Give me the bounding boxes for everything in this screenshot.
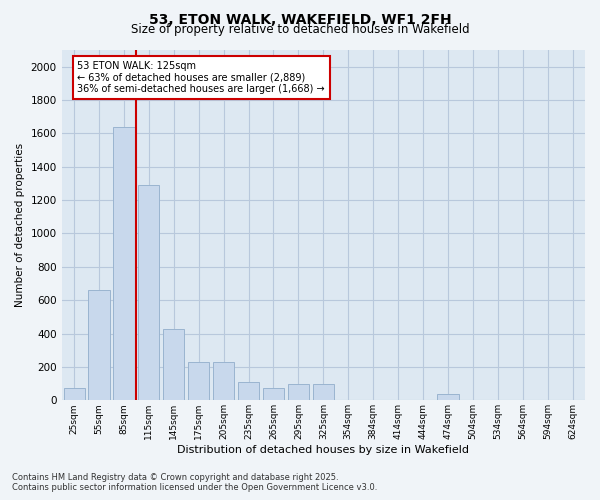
- Bar: [113, 126, 134, 400]
- Y-axis label: Number of detached properties: Number of detached properties: [15, 143, 25, 307]
- Bar: [288, 384, 309, 400]
- Bar: [188, 362, 209, 401]
- Bar: [313, 384, 334, 400]
- Bar: [138, 185, 160, 400]
- Bar: [213, 362, 234, 401]
- Bar: [263, 388, 284, 400]
- Text: Size of property relative to detached houses in Wakefield: Size of property relative to detached ho…: [131, 22, 469, 36]
- X-axis label: Distribution of detached houses by size in Wakefield: Distribution of detached houses by size …: [178, 445, 469, 455]
- Bar: [163, 328, 184, 400]
- Bar: [437, 394, 458, 400]
- Bar: [238, 382, 259, 400]
- Bar: [88, 290, 110, 401]
- Text: 53 ETON WALK: 125sqm
← 63% of detached houses are smaller (2,889)
36% of semi-de: 53 ETON WALK: 125sqm ← 63% of detached h…: [77, 60, 325, 94]
- Text: 53, ETON WALK, WAKEFIELD, WF1 2FH: 53, ETON WALK, WAKEFIELD, WF1 2FH: [149, 12, 451, 26]
- Text: Contains HM Land Registry data © Crown copyright and database right 2025.
Contai: Contains HM Land Registry data © Crown c…: [12, 473, 377, 492]
- Bar: [64, 388, 85, 400]
